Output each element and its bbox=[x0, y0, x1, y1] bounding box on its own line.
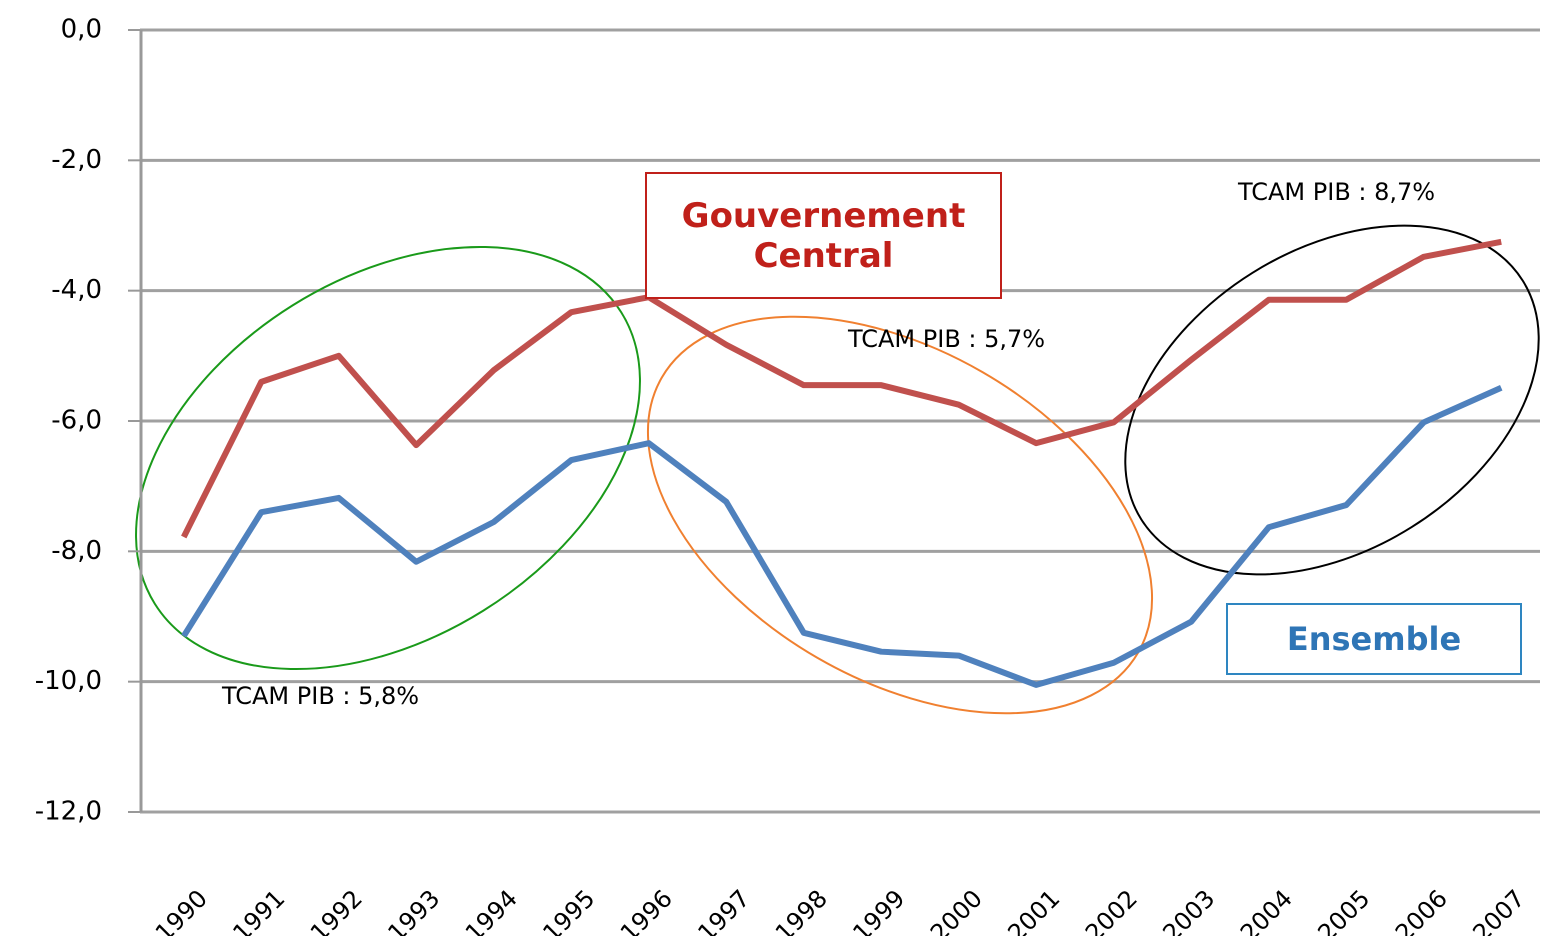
x-tick-label: 1994 bbox=[460, 884, 523, 936]
annotation: TCAM PIB : 5,7% bbox=[847, 325, 1045, 353]
x-tick-label: 1999 bbox=[847, 884, 910, 936]
x-tick-label: 1996 bbox=[615, 884, 678, 936]
ellipse bbox=[646, 315, 1154, 715]
x-tick-label: 1993 bbox=[382, 884, 445, 936]
x-tick-label: 2002 bbox=[1080, 884, 1143, 936]
x-tick-label: 1997 bbox=[692, 884, 755, 936]
y-tick-label: -8,0 bbox=[51, 536, 102, 566]
y-tick-label: -10,0 bbox=[35, 666, 102, 696]
y-tick-label: -12,0 bbox=[35, 797, 102, 827]
x-tick-label: 1991 bbox=[227, 884, 290, 936]
y-tick-label: -6,0 bbox=[51, 406, 102, 436]
x-tick-label: 2005 bbox=[1312, 884, 1375, 936]
x-tick-label: 2006 bbox=[1390, 884, 1453, 936]
ellipse bbox=[1124, 224, 1540, 576]
x-tick-label: 1998 bbox=[770, 884, 833, 936]
x-tick-label: 2001 bbox=[1002, 884, 1065, 936]
x-tick-label: 1995 bbox=[537, 884, 600, 936]
legend-box: Gouvernement Central bbox=[645, 172, 1002, 299]
x-tick-label: 2003 bbox=[1157, 884, 1220, 936]
annotation: TCAM PIB : 8,7% bbox=[1237, 178, 1435, 206]
x-tick-label: 2000 bbox=[925, 884, 988, 936]
x-tick-label: 2007 bbox=[1467, 884, 1530, 936]
x-tick-label: 1990 bbox=[150, 884, 213, 936]
x-tick-label: 1992 bbox=[305, 884, 368, 936]
x-tick-label: 2004 bbox=[1235, 884, 1298, 936]
line-series bbox=[181, 385, 1503, 688]
y-tick-label: -2,0 bbox=[51, 145, 102, 175]
legend-box: Ensemble bbox=[1226, 603, 1522, 675]
annotation: TCAM PIB : 5,8% bbox=[221, 682, 419, 710]
y-tick-label: 0,0 bbox=[61, 15, 102, 45]
line-series bbox=[181, 238, 1502, 539]
ellipse bbox=[135, 245, 641, 671]
y-tick-label: -4,0 bbox=[51, 275, 102, 305]
